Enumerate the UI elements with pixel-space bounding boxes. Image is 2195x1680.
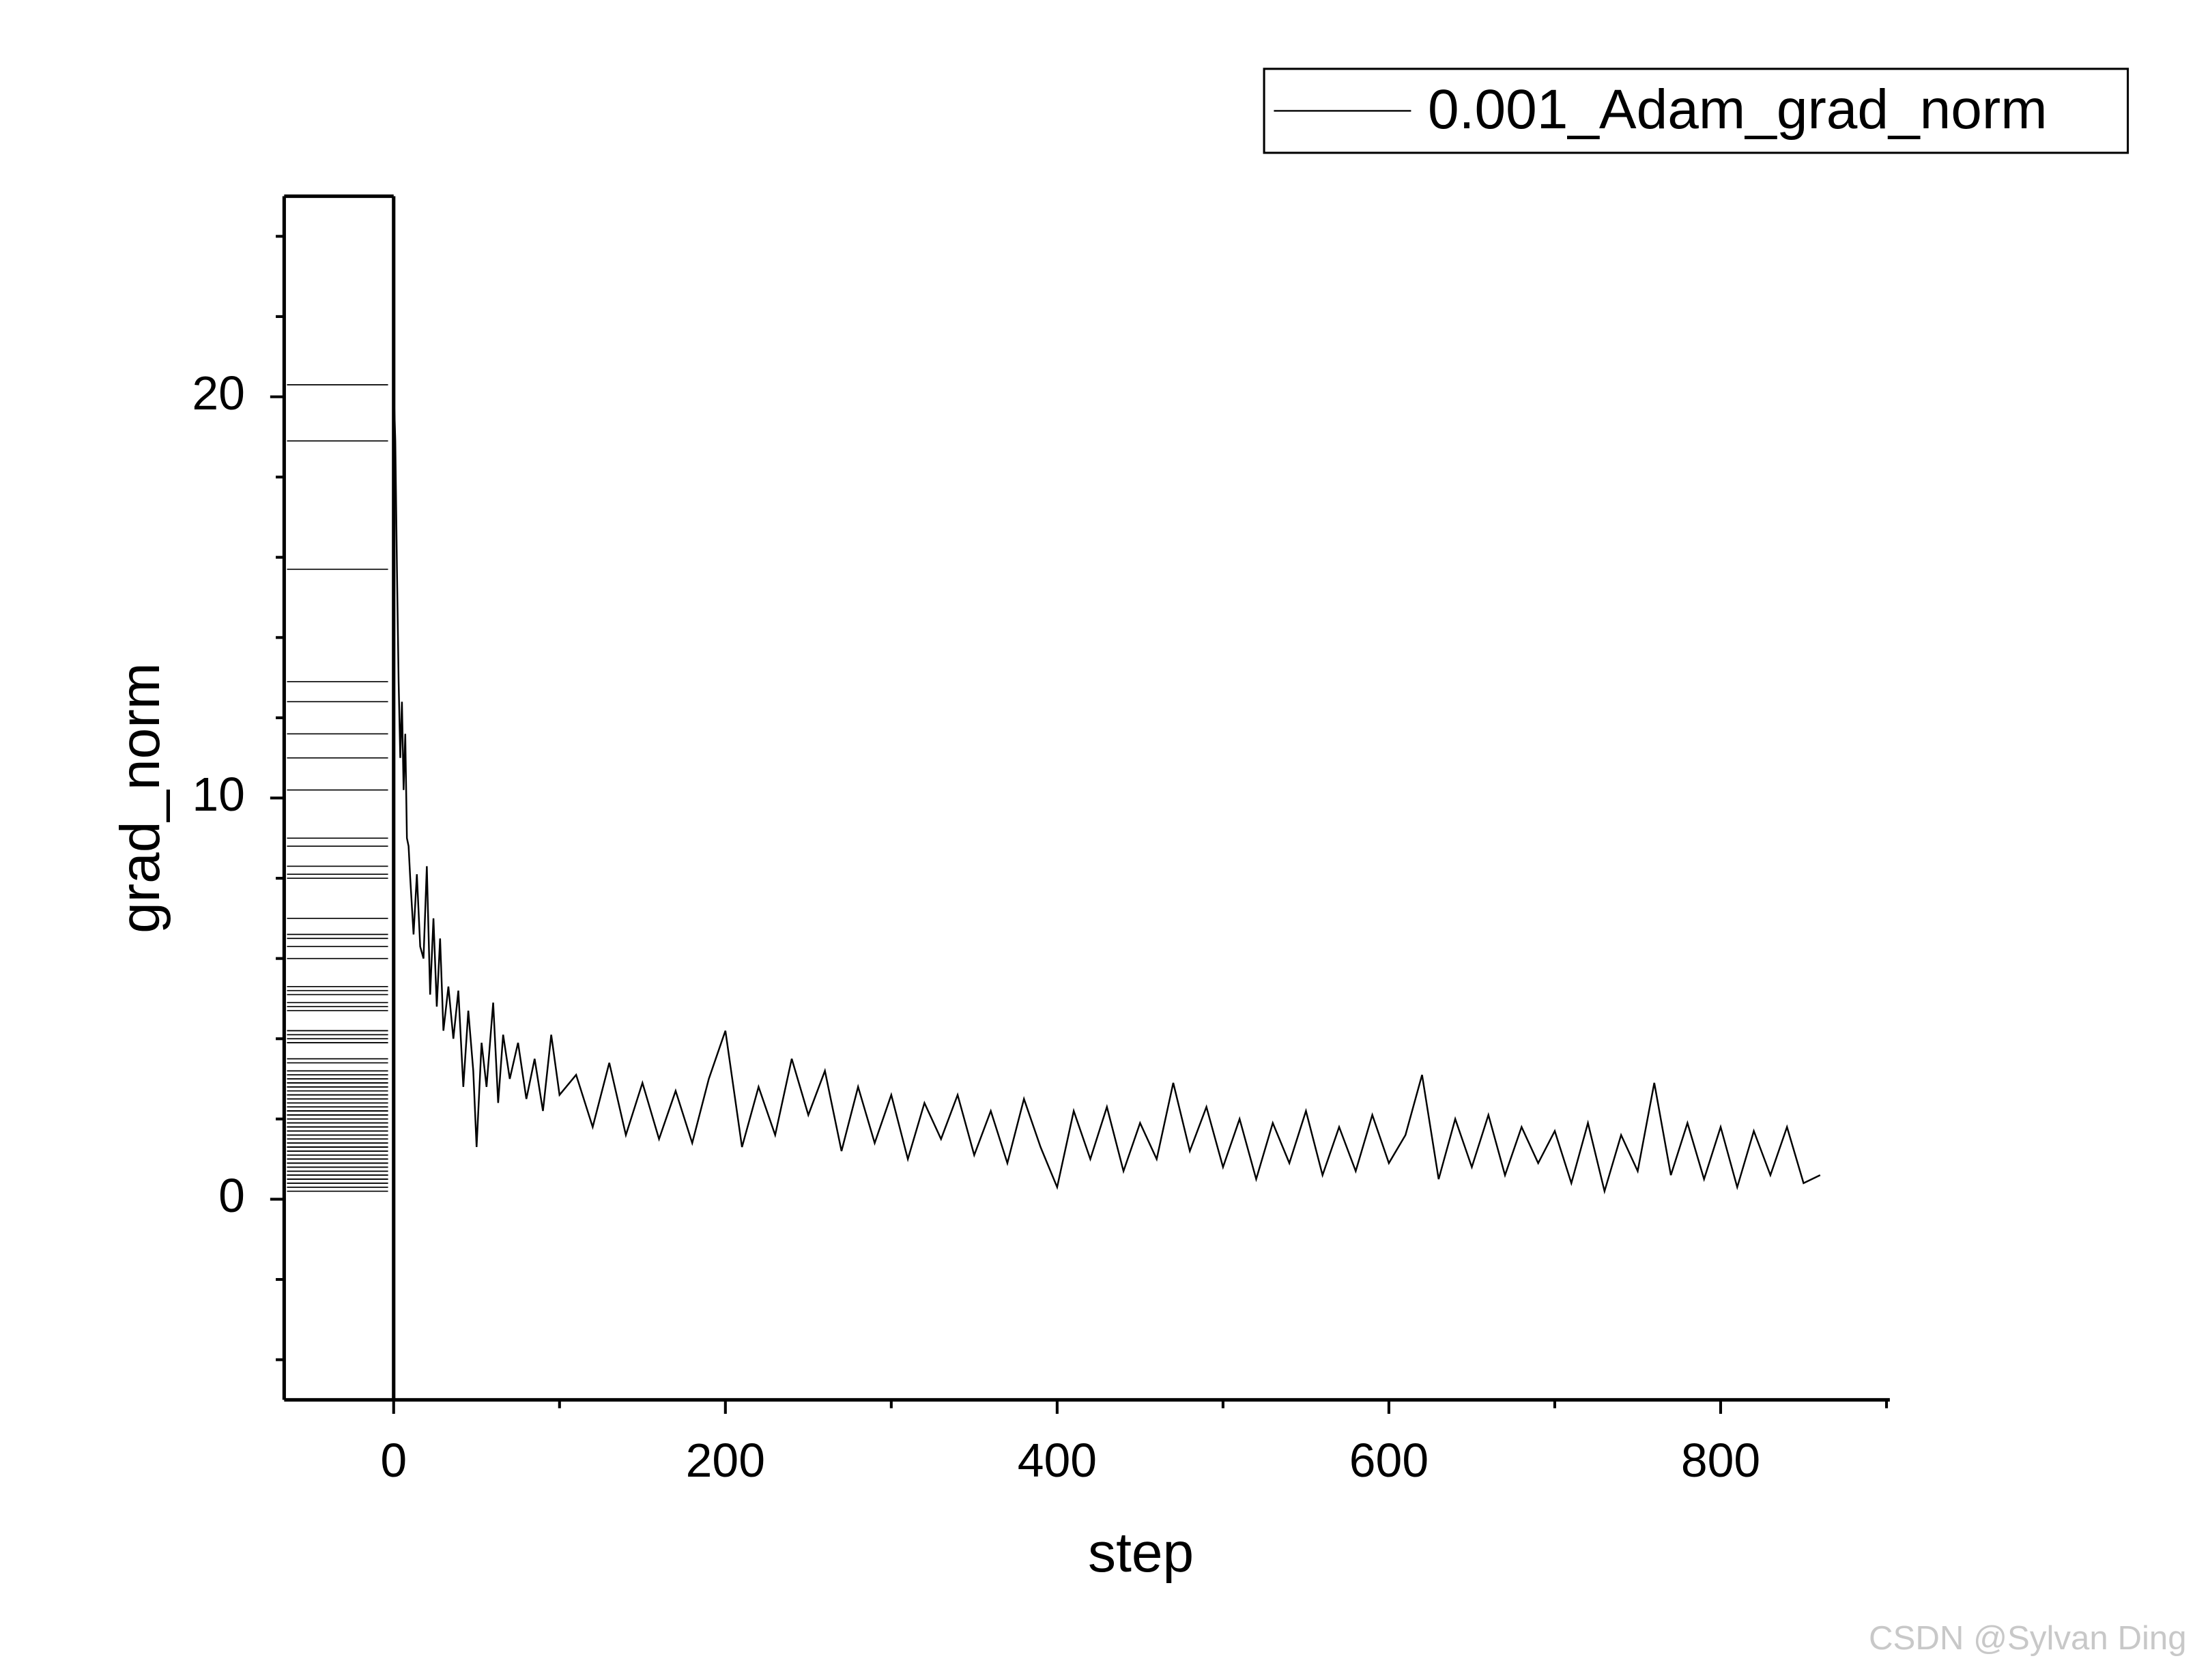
legend-label: 0.001_Adam_grad_norm: [1428, 78, 2048, 141]
x-axis-title: step: [1088, 1522, 1194, 1584]
y-axis-title: grad_norm: [109, 663, 171, 933]
x-tick-label: 800: [1681, 1434, 1760, 1487]
y-tick-label: 10: [192, 768, 245, 821]
watermark: CSDN @Sylvan Ding: [1869, 1619, 2187, 1657]
x-tick-label: 600: [1349, 1434, 1429, 1487]
y-tick-label: 0: [218, 1169, 245, 1222]
data-line: [392, 384, 1821, 1195]
x-tick-label: 200: [686, 1434, 765, 1487]
y-tick-label: 20: [192, 366, 245, 420]
x-tick-label: 400: [1018, 1434, 1097, 1487]
x-tick-label: 0: [380, 1434, 407, 1487]
